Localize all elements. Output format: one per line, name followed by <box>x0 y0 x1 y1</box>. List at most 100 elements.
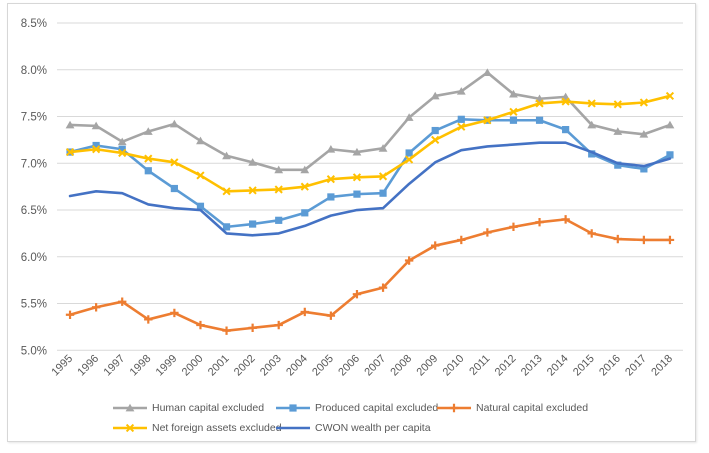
square-marker <box>170 184 178 193</box>
plus-marker <box>144 315 153 324</box>
square-marker <box>118 145 126 153</box>
legend-swatch-net-foreign-assets-icon <box>113 423 147 433</box>
square-marker <box>535 116 544 124</box>
square-marker <box>289 404 297 412</box>
x-axis-label: 2016 <box>597 353 623 379</box>
x-marker <box>248 186 257 195</box>
x-marker <box>639 98 648 107</box>
x-marker <box>118 148 127 158</box>
x-axis-label: 2000 <box>180 353 206 379</box>
square-marker <box>196 202 205 210</box>
square-marker <box>405 149 413 157</box>
series-cwon-wealth-per-capita <box>68 141 672 237</box>
plus-marker <box>170 308 179 318</box>
plus-marker <box>352 289 362 299</box>
series-human-capital-excluded <box>65 68 675 174</box>
plus-marker <box>222 326 231 335</box>
triangle-marker <box>639 130 649 138</box>
series-line-cwon-wealth-per-capita <box>68 141 672 237</box>
plus-marker <box>91 303 101 312</box>
x-marker <box>405 155 414 164</box>
triangle-marker <box>352 147 362 156</box>
square-marker <box>379 189 387 197</box>
legend-item-cwon-wealth: CWON wealth per capita <box>276 421 431 435</box>
square-marker <box>249 220 257 228</box>
x-marker <box>170 158 179 167</box>
x-axis-label: 1997 <box>102 353 128 379</box>
series-natural-capital-excluded <box>65 215 675 335</box>
plus-marker <box>613 234 622 244</box>
legend-label-produced-capital: Produced capital excluded <box>315 402 439 414</box>
triangle-marker <box>378 144 388 152</box>
x-marker <box>65 147 75 157</box>
x-axis-label: 2011 <box>467 353 492 378</box>
x-marker <box>535 99 544 108</box>
x-marker <box>483 116 492 125</box>
legend-item-produced-capital: Produced capital excluded <box>276 401 438 415</box>
square-marker <box>301 209 309 217</box>
plus-marker <box>587 229 596 238</box>
plus-marker <box>509 222 518 232</box>
series-net-foreign-assets-excluded <box>65 91 675 196</box>
x-marker <box>125 423 135 433</box>
x-axis-label: 2005 <box>310 353 336 379</box>
square-marker <box>640 165 648 173</box>
x-axis-label: 2006 <box>336 353 362 379</box>
plus-marker <box>326 311 336 320</box>
x-axis-label: 2014 <box>545 353 571 379</box>
y-axis-label: 7.5% <box>21 112 47 124</box>
legend-item-natural-capital: Natural capital excluded <box>437 401 588 415</box>
series-line-human-capital-excluded <box>68 71 672 172</box>
plus-marker <box>404 256 414 265</box>
x-marker <box>613 100 622 109</box>
square-marker <box>562 126 570 134</box>
square-marker <box>275 216 283 224</box>
x-axis-label: 2008 <box>388 353 414 379</box>
triangle-marker <box>482 68 492 76</box>
y-axis-label: 8.0% <box>21 65 47 77</box>
square-marker <box>509 116 518 124</box>
x-axis-label: 1996 <box>75 353 101 379</box>
plus-marker <box>118 297 127 306</box>
x-axis-label: 2010 <box>441 353 467 379</box>
legend-item-net-foreign-assets: Net foreign assets excluded <box>113 421 282 435</box>
x-marker <box>509 107 518 116</box>
plus-marker <box>248 323 257 333</box>
square-marker <box>327 193 335 201</box>
chart-frame <box>7 3 696 442</box>
x-axis-label: 2012 <box>493 353 519 379</box>
triangle-marker <box>404 113 414 121</box>
y-axis-label: 8.5% <box>21 18 47 30</box>
legend-item-human-capital: Human capital excluded <box>113 401 264 415</box>
x-marker <box>457 122 466 131</box>
legend-swatch-human-capital-icon <box>113 403 147 412</box>
triangle-marker <box>169 119 179 128</box>
plus-marker <box>483 228 492 237</box>
triangle-marker <box>91 121 101 130</box>
plus-marker <box>300 307 309 317</box>
triangle-marker <box>143 127 153 135</box>
plus-marker <box>561 215 570 224</box>
square-marker <box>457 115 465 123</box>
triangle-marker <box>509 89 518 98</box>
x-marker <box>274 185 283 194</box>
triangle-marker <box>300 165 310 174</box>
triangle-marker <box>196 136 205 145</box>
plus-marker <box>639 235 649 245</box>
plus-marker <box>378 283 388 292</box>
x-marker <box>300 182 309 191</box>
triangle-marker <box>222 151 231 160</box>
square-marker <box>431 126 439 135</box>
legend-label-human-capital: Human capital excluded <box>152 402 265 414</box>
x-axis-label: 2002 <box>232 353 258 379</box>
plus-marker <box>65 310 75 319</box>
x-axis-label: 1995 <box>49 353 75 379</box>
square-marker <box>144 167 152 175</box>
x-axis-label: 2004 <box>284 353 310 379</box>
x-marker <box>665 91 675 101</box>
x-axis-label: 2013 <box>519 353 545 379</box>
triangle-marker <box>125 403 135 412</box>
plus-marker <box>457 235 466 245</box>
legend-label-cwon-wealth: CWON wealth per capita <box>315 422 431 434</box>
